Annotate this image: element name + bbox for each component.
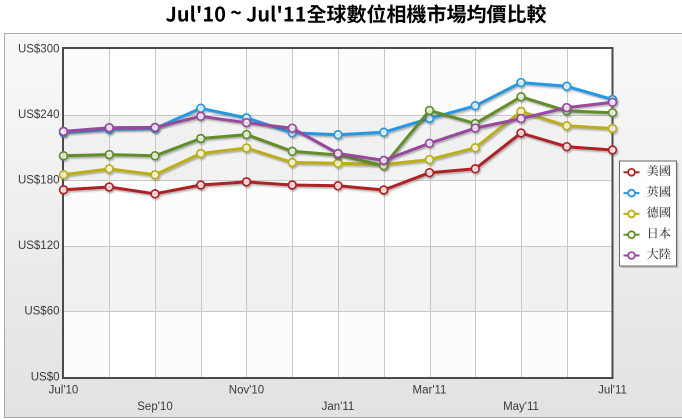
svg-text:Mar'11: Mar'11: [413, 385, 447, 397]
svg-text:Jul'11: Jul'11: [598, 385, 627, 397]
svg-text:US$120: US$120: [18, 240, 60, 252]
svg-text:May'11: May'11: [503, 401, 539, 413]
svg-text:US$60: US$60: [24, 306, 59, 318]
svg-text:US$300: US$300: [18, 43, 60, 55]
svg-text:US$240: US$240: [18, 109, 60, 121]
svg-text:Nov'10: Nov'10: [229, 385, 264, 397]
svg-text:US$0: US$0: [31, 371, 60, 383]
svg-text:US$180: US$180: [18, 175, 60, 187]
svg-text:Jan'11: Jan'11: [322, 401, 355, 413]
svg-text:Sep'10: Sep'10: [137, 401, 172, 413]
svg-text:Jul'10: Jul'10: [49, 385, 79, 397]
